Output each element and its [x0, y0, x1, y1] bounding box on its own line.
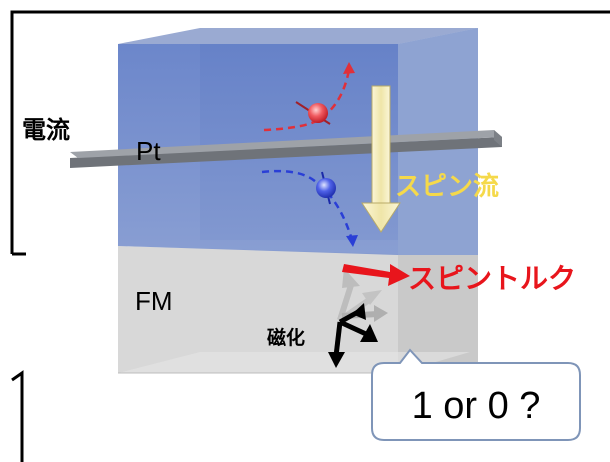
spin-up-arrowhead [343, 62, 355, 74]
label-spin-current: スピン流 [395, 172, 499, 202]
current-bar-body [70, 130, 502, 158]
slide-frame [10, 10, 610, 462]
callout-shape [371, 348, 581, 441]
label-fm: FM [135, 286, 173, 316]
spin-down-electron [261, 169, 358, 247]
pt-layer-top [118, 28, 478, 44]
label-current: 電流 [22, 116, 70, 144]
spin-torque-arrow [342, 264, 410, 286]
callout-text: 1 or 0 ? [412, 385, 541, 427]
fm-layer-front [118, 246, 398, 373]
current-bar [70, 130, 502, 168]
spin-up-electron [263, 62, 355, 132]
callout-bubble: 1 or 0 ? [371, 348, 581, 441]
spin-up-trajectory [263, 69, 351, 132]
label-spin-torque: スピントルク [408, 262, 576, 295]
fm-layer-side [398, 255, 478, 373]
label-pt: Pt [136, 136, 161, 166]
spin-up-ball [308, 103, 328, 123]
magnetization-arrows [328, 303, 378, 368]
current-bar-shadow [70, 137, 502, 168]
label-magnetization: 磁化 [267, 326, 305, 349]
current-bar-end [494, 130, 502, 147]
frame-bottom-panel [11, 370, 24, 462]
fm-layer [118, 246, 478, 374]
spin-down-arrowhead [346, 235, 358, 247]
spin-current-arrow [361, 85, 401, 233]
frame-top-panel [10, 10, 610, 254]
spin-down-ball [316, 178, 336, 198]
